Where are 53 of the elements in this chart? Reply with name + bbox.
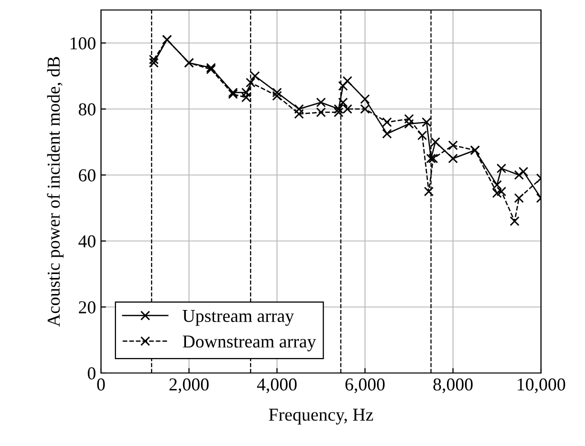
point xyxy=(448,154,458,164)
point xyxy=(404,118,414,129)
point xyxy=(428,154,438,164)
point xyxy=(338,98,348,108)
x-tick-label: 2,000 xyxy=(169,378,209,394)
point xyxy=(518,166,528,177)
point xyxy=(492,180,502,190)
legend-label: Downstream array xyxy=(182,336,316,352)
point xyxy=(492,188,502,198)
x-tick-label: 10,000 xyxy=(518,378,566,394)
point xyxy=(448,140,458,150)
point xyxy=(342,76,352,86)
point xyxy=(404,114,414,124)
point xyxy=(426,154,436,164)
point xyxy=(417,130,428,140)
legend-label: Upstream array xyxy=(182,310,294,326)
point xyxy=(360,94,370,104)
point xyxy=(510,216,520,226)
point xyxy=(496,164,506,174)
point xyxy=(294,104,304,114)
point xyxy=(496,186,506,196)
point xyxy=(430,137,440,147)
x-tick-label: 8,000 xyxy=(433,378,473,394)
point xyxy=(514,170,524,180)
x-axis-title: Frequency, Hz xyxy=(268,408,374,424)
point xyxy=(316,98,326,108)
y-tick-label: 20 xyxy=(78,301,96,314)
point xyxy=(272,90,282,101)
point xyxy=(382,128,392,139)
x-tick-label: 0 xyxy=(97,378,105,391)
y-tick-label: 80 xyxy=(78,103,96,116)
point xyxy=(338,81,348,91)
y-tick-label: 0 xyxy=(88,367,96,380)
point xyxy=(246,78,256,88)
point xyxy=(514,193,524,203)
point xyxy=(424,186,434,196)
point xyxy=(294,109,304,119)
point xyxy=(316,107,326,118)
x-tick-label: 4,000 xyxy=(257,378,297,394)
point xyxy=(241,88,252,98)
point xyxy=(148,58,159,68)
y-axis-title: Acoustic power of incident mode, dB xyxy=(46,57,64,327)
y-tick-label: 60 xyxy=(78,169,96,182)
point xyxy=(241,92,252,102)
point xyxy=(360,104,370,114)
point xyxy=(272,88,282,98)
y-tick-label: 100 xyxy=(70,37,96,50)
point xyxy=(382,117,392,128)
point xyxy=(250,71,260,81)
y-tick-label: 40 xyxy=(78,235,96,248)
point xyxy=(148,54,159,64)
x-tick-label: 6,000 xyxy=(345,378,385,394)
point xyxy=(422,117,432,128)
